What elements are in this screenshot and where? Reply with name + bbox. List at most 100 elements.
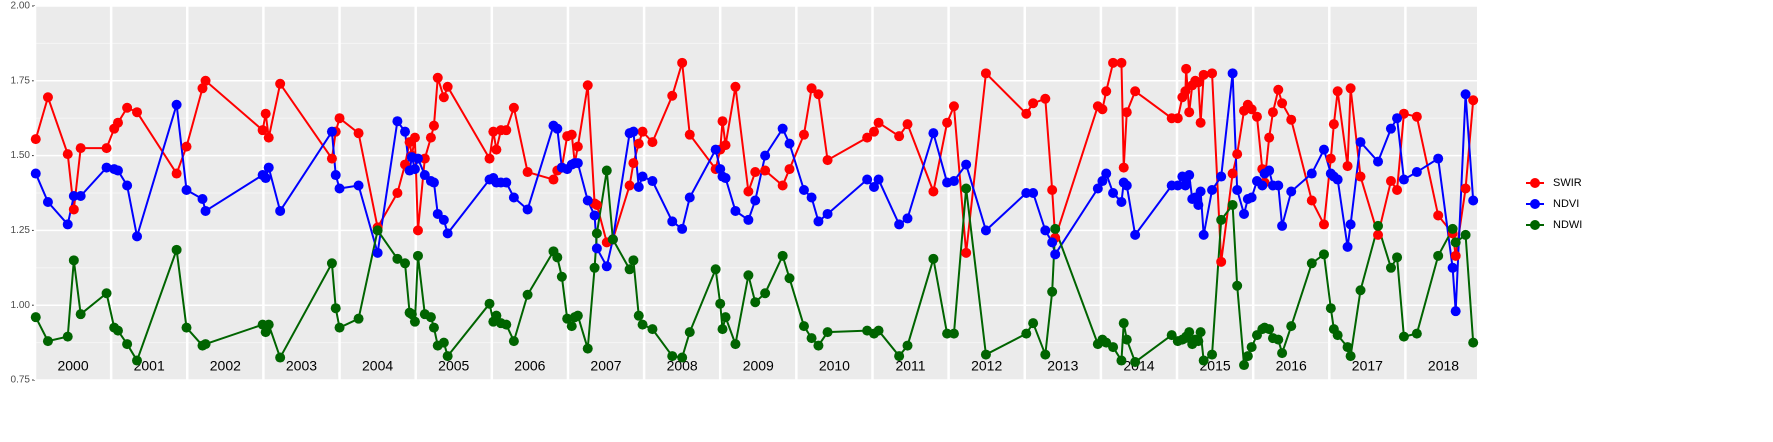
data-point: [200, 339, 211, 350]
data-point: [750, 297, 761, 308]
legend-key: [1530, 199, 1540, 209]
data-point: [1273, 334, 1284, 345]
data-point: [684, 327, 695, 338]
data-point: [409, 164, 420, 175]
data-point: [1433, 210, 1444, 221]
data-point: [406, 309, 417, 320]
data-point: [432, 208, 443, 219]
data-point: [263, 319, 274, 330]
data-point: [566, 129, 577, 140]
data-point: [961, 183, 972, 194]
data-point: [132, 107, 143, 118]
data-point: [720, 140, 731, 151]
data-point: [275, 78, 286, 89]
data-point: [1092, 183, 1103, 194]
data-point: [1040, 93, 1051, 104]
x-tick-label: 2007: [590, 358, 621, 374]
data-point: [1116, 355, 1127, 366]
data-point: [1193, 77, 1204, 88]
data-point: [1411, 111, 1422, 122]
data-point: [409, 132, 420, 143]
data-point: [1468, 195, 1479, 206]
data-point: [501, 319, 512, 330]
data-point: [1306, 195, 1317, 206]
data-point: [1216, 256, 1227, 267]
data-point: [412, 153, 423, 164]
x-tick-label: 2002: [210, 358, 241, 374]
data-point: [684, 192, 695, 203]
data-point: [1450, 250, 1461, 261]
data-point: [928, 128, 939, 139]
data-point: [491, 310, 502, 321]
data-point: [1207, 185, 1218, 196]
data-point: [1181, 63, 1192, 74]
data-point: [1318, 144, 1329, 155]
data-point: [715, 298, 726, 309]
data-point: [862, 132, 873, 143]
data-point: [171, 168, 182, 179]
data-point: [122, 180, 133, 191]
data-point: [710, 264, 721, 275]
data-point: [400, 258, 411, 269]
data-point: [1239, 208, 1250, 219]
data-point: [552, 252, 563, 263]
legend-label: SWIR: [1553, 177, 1582, 189]
data-point: [30, 134, 41, 145]
data-point: [1264, 132, 1275, 143]
x-tick-label: 2017: [1352, 358, 1383, 374]
data-point: [942, 117, 953, 128]
data-point: [784, 138, 795, 149]
data-point: [112, 165, 123, 176]
data-point: [1121, 107, 1132, 118]
data-point: [894, 131, 905, 142]
data-point: [330, 170, 341, 181]
data-point: [353, 313, 364, 324]
data-point: [1166, 330, 1177, 341]
data-point: [263, 162, 274, 173]
data-point: [1286, 114, 1297, 125]
data-point: [409, 316, 420, 327]
data-point: [1101, 168, 1112, 179]
data-point: [334, 322, 345, 333]
data-point: [200, 205, 211, 216]
data-point: [1207, 349, 1218, 360]
data-point: [822, 327, 833, 338]
data-point: [1411, 328, 1422, 339]
data-point: [667, 90, 678, 101]
data-point: [491, 144, 502, 155]
data-point: [822, 208, 833, 219]
data-point: [591, 199, 602, 210]
data-point: [1373, 220, 1384, 231]
data-point: [1306, 168, 1317, 179]
data-point: [1118, 162, 1129, 173]
data-point: [637, 319, 648, 330]
data-point: [1184, 327, 1195, 338]
data-point: [562, 313, 573, 324]
data-point: [263, 132, 274, 143]
data-point: [582, 195, 593, 206]
data-point: [1050, 249, 1061, 260]
data-point: [1216, 214, 1227, 225]
data-point: [181, 185, 192, 196]
data-point: [750, 195, 761, 206]
data-point: [628, 126, 639, 137]
data-point: [1325, 153, 1336, 164]
data-point: [1130, 229, 1141, 240]
data-point: [1433, 250, 1444, 261]
data-point: [122, 339, 133, 350]
data-point: [873, 325, 884, 336]
data-point: [1040, 225, 1051, 236]
data-point: [197, 193, 208, 204]
data-point: [75, 143, 86, 154]
data-point: [1385, 123, 1396, 134]
data-point: [122, 102, 133, 113]
x-tick-label: 2005: [438, 358, 469, 374]
data-point: [743, 270, 754, 281]
data-point: [1460, 183, 1471, 194]
data-point: [1195, 327, 1206, 338]
data-point: [1385, 176, 1396, 187]
data-point: [1047, 237, 1058, 248]
data-point: [1246, 104, 1257, 115]
data-point: [197, 83, 208, 94]
